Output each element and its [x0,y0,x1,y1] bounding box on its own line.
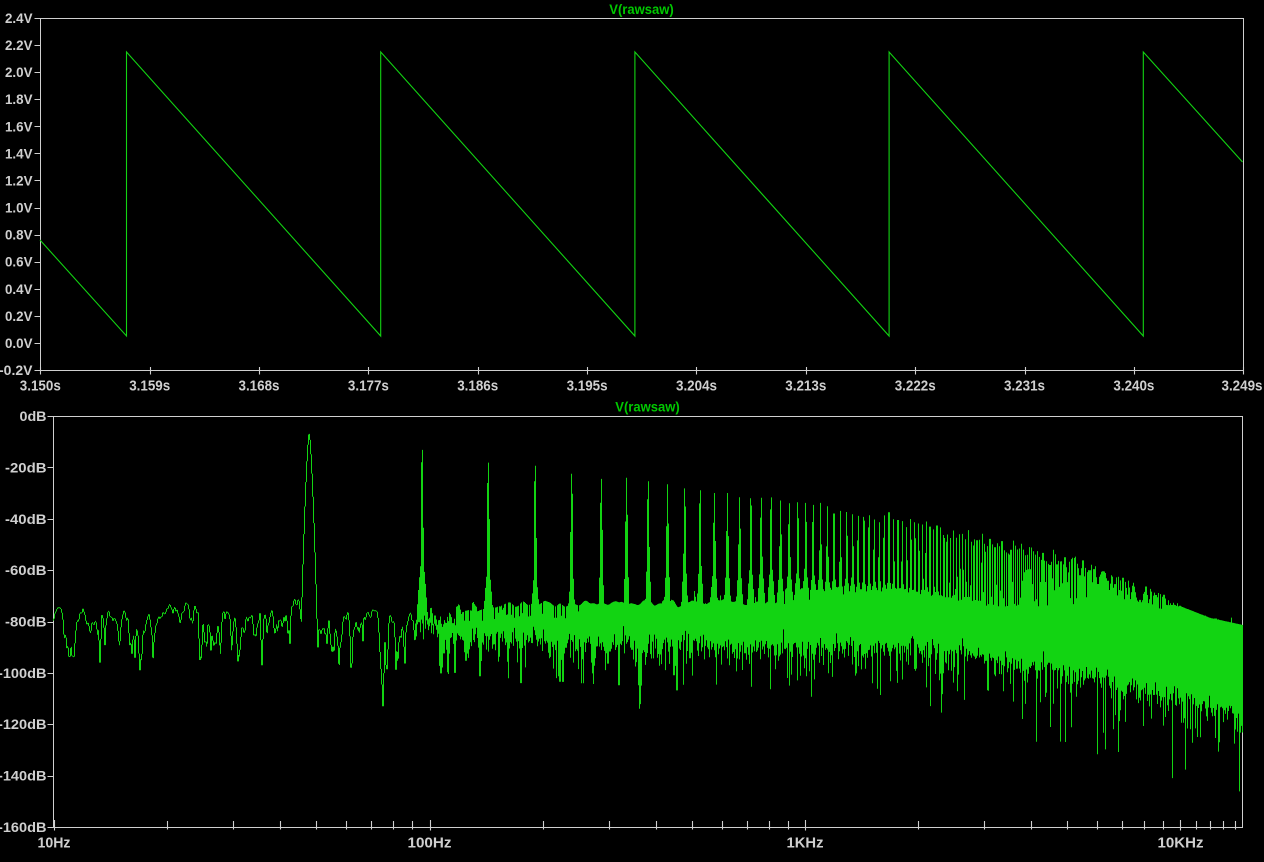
svg-text:3.177s: 3.177s [348,378,389,395]
svg-text:-80dB: -80dB [5,614,47,630]
svg-text:3.168s: 3.168s [239,378,280,395]
svg-text:-140dB: -140dB [0,768,47,784]
svg-text:100Hz: 100Hz [408,835,452,852]
svg-text:3.195s: 3.195s [567,378,608,395]
svg-text:2.2V: 2.2V [5,37,33,53]
svg-text:1.8V: 1.8V [5,91,33,107]
svg-text:-60dB: -60dB [5,562,47,578]
svg-text:2.0V: 2.0V [5,64,33,80]
svg-text:-100dB: -100dB [0,665,47,681]
svg-text:1.4V: 1.4V [5,145,33,161]
svg-text:3.159s: 3.159s [129,378,170,395]
svg-text:3.240s: 3.240s [1113,378,1154,395]
svg-text:2.4V: 2.4V [5,10,33,26]
svg-text:0.4V: 0.4V [5,281,33,297]
svg-text:0.0V: 0.0V [5,335,33,351]
svg-text:-20dB: -20dB [5,459,47,475]
svg-text:3.186s: 3.186s [457,378,498,395]
svg-text:0.6V: 0.6V [5,254,33,270]
svg-text:3.222s: 3.222s [895,378,936,395]
svg-text:V(rawsaw): V(rawsaw) [615,399,680,415]
svg-text:0dB: 0dB [20,408,47,424]
svg-text:3.213s: 3.213s [785,378,826,395]
svg-text:-120dB: -120dB [0,716,47,732]
svg-text:1.2V: 1.2V [5,173,33,189]
svg-text:V(rawsaw): V(rawsaw) [609,1,674,17]
svg-text:1.6V: 1.6V [5,118,33,134]
svg-text:3.249s: 3.249s [1222,378,1263,395]
svg-text:10KHz: 10KHz [1158,835,1204,852]
svg-text:10Hz: 10Hz [38,835,71,852]
svg-text:0.2V: 0.2V [5,308,33,324]
svg-text:-0.2V: -0.2V [0,362,33,378]
svg-text:1.0V: 1.0V [5,200,33,216]
svg-text:3.204s: 3.204s [676,378,717,395]
svg-text:3.231s: 3.231s [1004,378,1045,395]
svg-text:3.150s: 3.150s [20,378,61,395]
svg-text:1KHz: 1KHz [787,835,824,852]
svg-text:-160dB: -160dB [0,819,47,835]
svg-text:0.8V: 0.8V [5,227,33,243]
svg-text:-40dB: -40dB [5,511,47,527]
